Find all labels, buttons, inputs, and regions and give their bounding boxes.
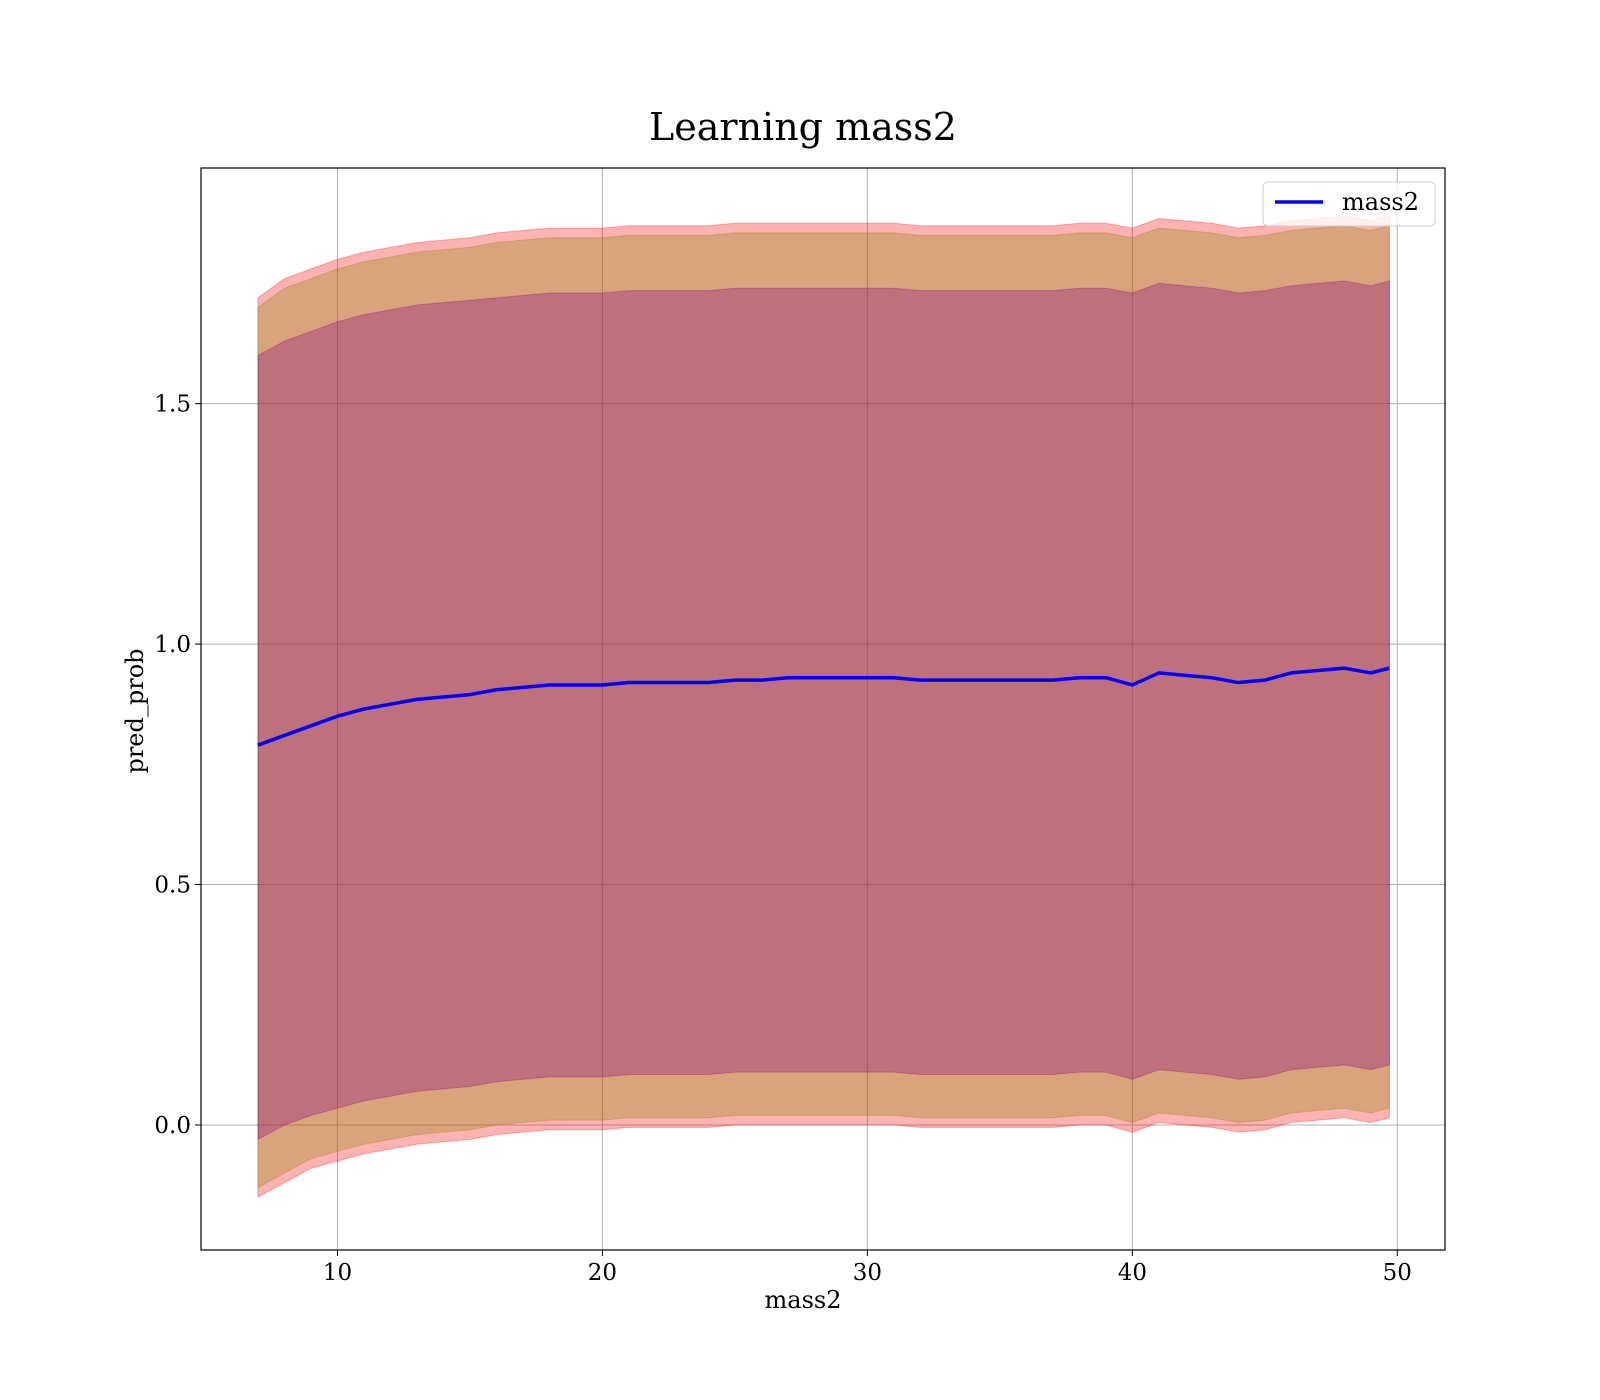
x-axis-label: mass2 xyxy=(765,1286,842,1314)
y-tick-label: 1.5 xyxy=(154,392,191,418)
x-tick-label: 50 xyxy=(1383,1260,1412,1286)
series-line-mass2 xyxy=(257,666,1390,747)
legend-label-mass2: mass2 xyxy=(1342,188,1419,216)
series-lines xyxy=(257,666,1390,747)
axis-ticks: 10 20 30 40 50 0.0 0.5 1.0 1.5 xyxy=(154,392,1412,1286)
y-tick-label: 1.0 xyxy=(154,632,191,658)
grid xyxy=(201,168,1445,1250)
confidence-band-0 xyxy=(257,215,1390,1198)
confidence-band-1 xyxy=(257,225,1390,1189)
x-tick-label: 10 xyxy=(323,1260,352,1286)
chart-title: Learning mass2 xyxy=(649,105,957,149)
y-axis-label: pred_prob xyxy=(121,648,149,773)
y-tick-label: 0.5 xyxy=(154,873,191,899)
legend-box xyxy=(1262,181,1436,227)
confidence-bands xyxy=(257,215,1390,1198)
legend: mass2 xyxy=(1262,181,1436,227)
x-tick-label: 30 xyxy=(853,1260,882,1286)
x-tick-label: 20 xyxy=(588,1260,617,1286)
plot-area-frame xyxy=(200,167,1446,1251)
x-tick-label: 40 xyxy=(1118,1260,1147,1286)
confidence-band-2 xyxy=(257,280,1390,1141)
y-tick-label: 0.0 xyxy=(154,1113,191,1139)
